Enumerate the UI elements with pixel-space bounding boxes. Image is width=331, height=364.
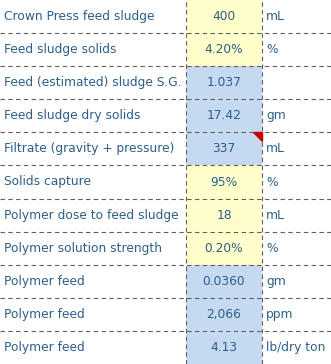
Bar [0, 132, 186, 166]
Text: Polymer feed: Polymer feed [4, 308, 85, 321]
Text: Polymer feed: Polymer feed [4, 341, 85, 354]
Text: Solids capture: Solids capture [4, 175, 91, 189]
Text: 2,066: 2,066 [207, 308, 241, 321]
Bar [262, 66, 331, 99]
Bar [262, 99, 331, 132]
Text: mL: mL [266, 10, 285, 23]
Bar [262, 298, 331, 331]
Bar [0, 66, 186, 99]
Bar [0, 0, 186, 33]
Text: 18: 18 [216, 209, 232, 222]
Text: %: % [266, 175, 277, 189]
Text: Polymer dose to feed sludge: Polymer dose to feed sludge [4, 209, 179, 222]
Bar [186, 331, 262, 364]
Text: mL: mL [266, 209, 285, 222]
Text: 0.0360: 0.0360 [203, 275, 245, 288]
Text: %: % [266, 242, 277, 255]
Text: Feed (estimated) sludge S.G.: Feed (estimated) sludge S.G. [4, 76, 181, 89]
Bar [262, 198, 331, 232]
Bar [262, 132, 331, 166]
Text: mL: mL [266, 142, 285, 155]
Text: 1.037: 1.037 [207, 76, 241, 89]
Text: Polymer solution strength: Polymer solution strength [4, 242, 162, 255]
Bar [262, 232, 331, 265]
Text: 4.20%: 4.20% [205, 43, 243, 56]
Bar [262, 331, 331, 364]
Text: %: % [266, 43, 277, 56]
Bar [0, 99, 186, 132]
Polygon shape [253, 132, 262, 141]
Bar [262, 0, 331, 33]
Bar [186, 132, 262, 166]
Bar [262, 166, 331, 198]
Bar [262, 265, 331, 298]
Bar [0, 232, 186, 265]
Bar [186, 66, 262, 99]
Text: 337: 337 [213, 142, 236, 155]
Text: gm: gm [266, 109, 286, 122]
Text: ppm: ppm [266, 308, 294, 321]
Bar [0, 166, 186, 198]
Bar [186, 33, 262, 66]
Bar [186, 166, 262, 198]
Text: 4.13: 4.13 [211, 341, 238, 354]
Bar [186, 265, 262, 298]
Bar [0, 331, 186, 364]
Bar [186, 198, 262, 232]
Bar [262, 33, 331, 66]
Text: Feed sludge solids: Feed sludge solids [4, 43, 117, 56]
Bar [186, 232, 262, 265]
Text: 0.20%: 0.20% [205, 242, 243, 255]
Text: 95%: 95% [211, 175, 238, 189]
Bar [186, 99, 262, 132]
Text: 400: 400 [213, 10, 236, 23]
Text: Filtrate (gravity + pressure): Filtrate (gravity + pressure) [4, 142, 174, 155]
Bar [0, 33, 186, 66]
Text: Crown Press feed sludge: Crown Press feed sludge [4, 10, 155, 23]
Bar [0, 298, 186, 331]
Bar [186, 0, 262, 33]
Text: gm: gm [266, 275, 286, 288]
Bar [0, 265, 186, 298]
Text: Polymer feed: Polymer feed [4, 275, 85, 288]
Bar [186, 298, 262, 331]
Text: Feed sludge dry solids: Feed sludge dry solids [4, 109, 140, 122]
Text: lb/dry ton: lb/dry ton [266, 341, 325, 354]
Bar [0, 198, 186, 232]
Text: 17.42: 17.42 [207, 109, 241, 122]
